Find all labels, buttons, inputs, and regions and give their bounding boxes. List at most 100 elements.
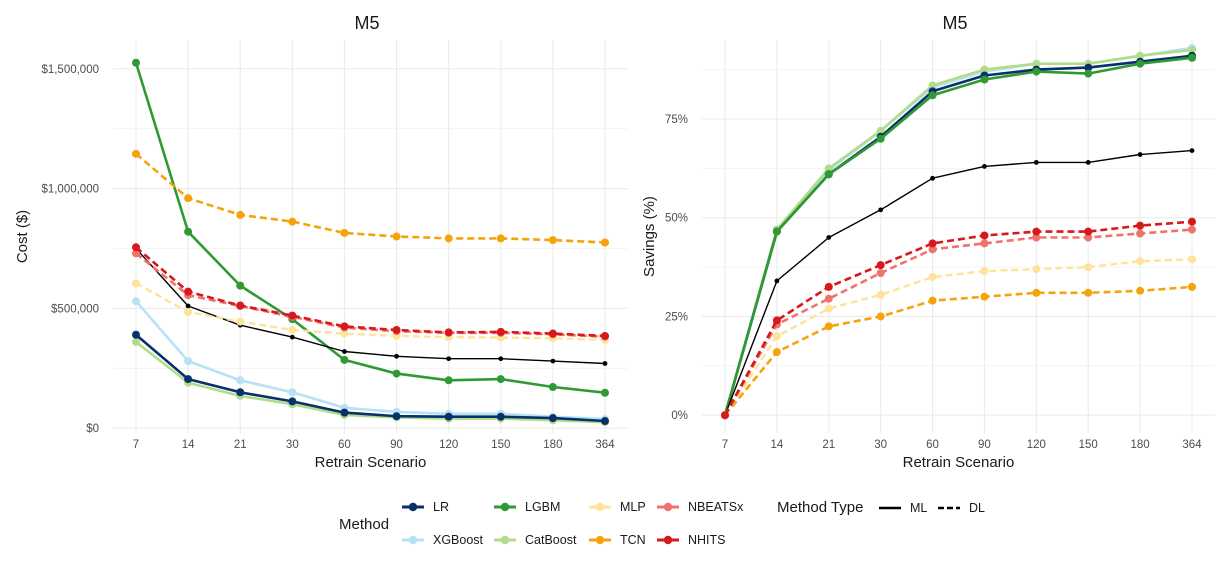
series-line-catboost bbox=[723, 48, 1193, 416]
series-nbeatsx bbox=[721, 225, 1196, 420]
data-point-mlp bbox=[236, 317, 245, 326]
series-black-line bbox=[722, 148, 1195, 418]
y-tick-label: 50% bbox=[665, 213, 688, 225]
data-point-black-line bbox=[289, 334, 295, 340]
data-point-nbeatsx bbox=[1084, 233, 1093, 242]
data-point-black-line bbox=[550, 358, 556, 364]
data-point-xgboost bbox=[288, 388, 297, 397]
data-point-black-line bbox=[342, 349, 347, 354]
data-point-nhits bbox=[340, 322, 349, 331]
data-point-tcn bbox=[340, 228, 349, 237]
legend-item-catboost: CatBoost bbox=[493, 529, 576, 551]
data-point-lgbm bbox=[496, 375, 505, 384]
series-lr bbox=[132, 330, 609, 426]
data-point-tcn bbox=[548, 236, 557, 245]
legend-label: NBEATSx bbox=[688, 500, 744, 514]
chart-panel-2: 0% 25% 50% 75% 7 14 21 30 60 90 120 150 180 364 M5 Retr… bbox=[641, 13, 1215, 471]
x-axis-label: Retrain Scenario bbox=[903, 454, 1015, 471]
data-point-nhits bbox=[1188, 217, 1196, 226]
data-point-xgboost bbox=[236, 376, 245, 385]
data-point-tcn bbox=[1084, 288, 1093, 297]
chart-panel-1: $0 $500,000 $1,000,000 $1,500,000 7 14 21 30 60 9… bbox=[14, 13, 628, 471]
data-point-black-line bbox=[930, 175, 935, 181]
data-point-lgbm bbox=[928, 91, 937, 100]
data-point-tcn bbox=[288, 217, 297, 226]
data-point-nhits bbox=[236, 301, 245, 310]
data-point-mlp bbox=[876, 290, 885, 299]
data-point-mlp bbox=[980, 267, 989, 276]
data-point-black-line bbox=[1137, 152, 1143, 157]
data-point-nbeatsx bbox=[980, 239, 989, 248]
legend-method-title: Method bbox=[339, 516, 390, 533]
data-point-mlp bbox=[1032, 265, 1041, 274]
data-point-lgbm bbox=[548, 382, 557, 391]
legend-key-lr bbox=[402, 502, 424, 512]
data-point-lr bbox=[184, 375, 193, 384]
legend-key-mlp bbox=[589, 502, 611, 512]
series-line-nbeatsx bbox=[135, 252, 606, 338]
data-point-lr bbox=[340, 408, 349, 417]
x-tick-label: 90 bbox=[978, 439, 991, 451]
legend-type-label: DL bbox=[969, 501, 985, 515]
data-point-black-line bbox=[826, 235, 832, 240]
legend-label: LGBM bbox=[525, 500, 561, 514]
charts-area: $0 $500,000 $1,000,000 $1,500,000 7 14 21 30 60 9… bbox=[14, 13, 1215, 471]
legend-key-nhits bbox=[657, 535, 679, 545]
series-line-tcn bbox=[135, 152, 606, 244]
x-tick-label: 180 bbox=[1131, 439, 1150, 451]
x-tick-label: 120 bbox=[1027, 439, 1046, 451]
legend-type-key-dl bbox=[938, 506, 960, 510]
data-point-nhits bbox=[444, 328, 453, 337]
legend-type-label: ML bbox=[910, 501, 928, 515]
series-tcn bbox=[721, 282, 1196, 420]
data-point-tcn bbox=[1136, 286, 1145, 295]
data-point-nbeatsx bbox=[1032, 233, 1041, 242]
series-line-black-line bbox=[135, 248, 606, 365]
series-line-tcn bbox=[723, 285, 1193, 417]
data-point-nhits bbox=[392, 325, 401, 334]
legend-key-nbeatsx bbox=[657, 502, 679, 512]
series-line-nhits bbox=[135, 246, 606, 338]
data-point-lgbm bbox=[980, 75, 989, 84]
data-point-tcn bbox=[1032, 288, 1041, 297]
series-line-xgboost bbox=[135, 300, 606, 421]
data-point-nhits bbox=[496, 327, 505, 336]
chart-title: M5 bbox=[942, 13, 967, 33]
legend-item-lgbm: LGBM bbox=[493, 496, 560, 518]
legend-item-nbeatsx: NBEATSx bbox=[656, 496, 743, 518]
legend-label: TCN bbox=[620, 533, 646, 547]
series-line-lgbm bbox=[134, 62, 606, 394]
data-point-nhits bbox=[1084, 227, 1093, 236]
series-line-lr bbox=[135, 333, 606, 423]
data-point-tcn bbox=[392, 232, 401, 241]
data-point-catboost bbox=[980, 65, 989, 74]
y-axis-label: Savings (%) bbox=[641, 196, 658, 277]
legend-item-nhits: NHITS bbox=[656, 529, 726, 551]
series-lgbm bbox=[132, 58, 609, 397]
data-point-nhits bbox=[876, 261, 885, 270]
series-line-lgbm bbox=[723, 56, 1193, 416]
data-point-lgbm bbox=[824, 170, 833, 179]
legend-key-point bbox=[408, 535, 418, 545]
data-point-mlp bbox=[1136, 257, 1145, 266]
data-point-nbeatsx bbox=[824, 294, 833, 303]
data-point-nhits bbox=[184, 287, 193, 296]
data-point-lr bbox=[601, 417, 609, 426]
data-point-lr bbox=[548, 414, 557, 423]
legend-label: LR bbox=[433, 500, 449, 514]
data-point-tcn bbox=[824, 322, 833, 331]
data-point-nhits bbox=[601, 331, 609, 340]
data-point-black-line bbox=[1085, 160, 1091, 165]
data-point-mlp bbox=[340, 329, 349, 338]
data-point-lgbm bbox=[601, 388, 609, 397]
series-lr bbox=[721, 51, 1196, 420]
legend-type-dl: DL bbox=[937, 497, 985, 519]
legend-type-title: Method Type bbox=[777, 499, 864, 516]
data-point-black-line bbox=[878, 207, 884, 213]
y-tick-label: $1,500,000 bbox=[41, 64, 99, 76]
data-point-black-line bbox=[602, 361, 608, 366]
data-point-nhits bbox=[1136, 221, 1145, 230]
series-black-line bbox=[133, 246, 608, 366]
data-point-mlp bbox=[824, 304, 833, 313]
series-line-nbeatsx bbox=[723, 228, 1193, 416]
